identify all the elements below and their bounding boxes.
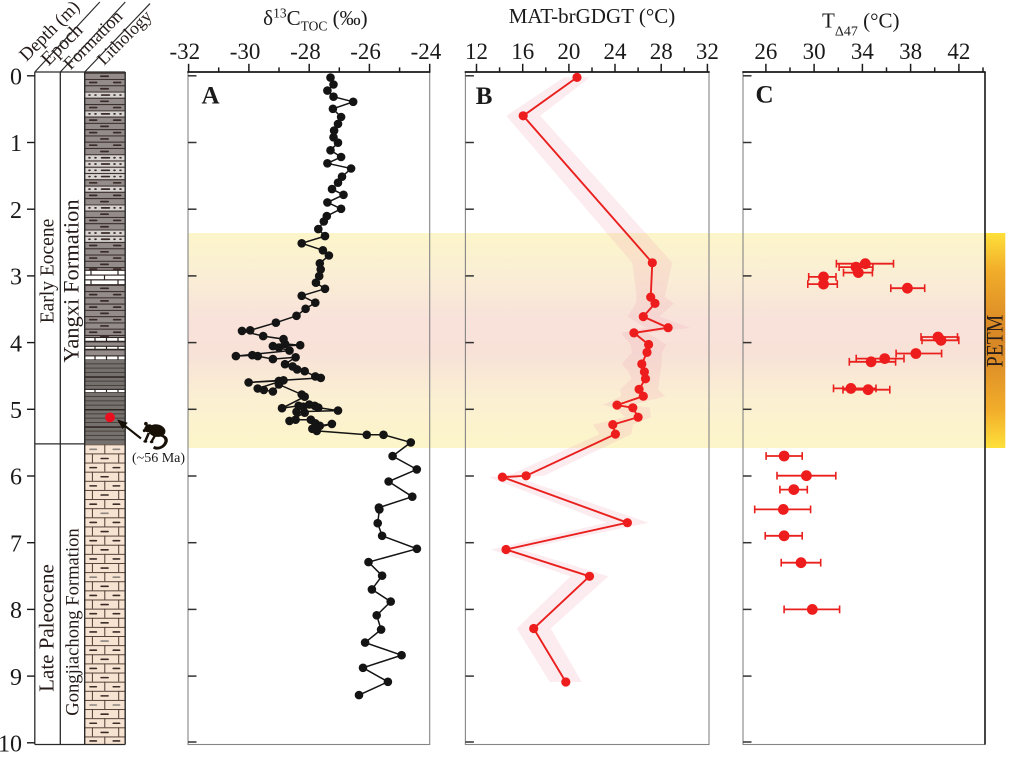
svg-text:28: 28 [650, 39, 673, 64]
svg-text:B: B [476, 83, 493, 110]
svg-text:Gongjiachong Formation: Gongjiachong Formation [63, 528, 84, 716]
svg-text:1: 1 [10, 131, 22, 157]
svg-text:PETM: PETM [983, 315, 1009, 368]
svg-text:7: 7 [10, 531, 22, 557]
svg-text:4: 4 [10, 331, 22, 357]
svg-text:10: 10 [0, 732, 22, 758]
svg-text:-32: -32 [169, 39, 200, 64]
svg-text:2: 2 [10, 198, 22, 224]
svg-text:-30: -30 [230, 39, 261, 64]
svg-text:C: C [756, 82, 774, 109]
svg-text:9: 9 [10, 665, 22, 691]
svg-text:0: 0 [10, 65, 22, 91]
svg-text:8: 8 [10, 598, 22, 624]
svg-text:Yangxi Formation: Yangxi Formation [59, 199, 84, 362]
svg-text:32: 32 [696, 39, 719, 64]
svg-text:24: 24 [604, 39, 628, 64]
svg-text:6: 6 [10, 465, 22, 491]
svg-text:5: 5 [10, 398, 22, 424]
svg-text:30: 30 [803, 39, 826, 64]
svg-text:-24: -24 [411, 39, 442, 64]
svg-text:3: 3 [10, 265, 22, 291]
svg-text:(~56 Ma): (~56 Ma) [132, 451, 185, 466]
svg-text:A: A [202, 82, 220, 109]
svg-text:-26: -26 [350, 39, 381, 64]
svg-text:20: 20 [557, 39, 580, 64]
svg-text:12: 12 [465, 39, 488, 64]
svg-text:38: 38 [899, 39, 922, 64]
svg-text:Early Eocene: Early Eocene [38, 219, 59, 323]
svg-text:34: 34 [851, 39, 875, 64]
svg-text:42: 42 [947, 39, 970, 64]
svg-text:26: 26 [754, 39, 777, 64]
svg-text:MAT-brGDGT (°C): MAT-brGDGT (°C) [509, 4, 675, 28]
svg-text:-28: -28 [290, 39, 321, 64]
svg-text:Late Paleocene: Late Paleocene [35, 564, 59, 692]
svg-text:16: 16 [511, 39, 534, 64]
